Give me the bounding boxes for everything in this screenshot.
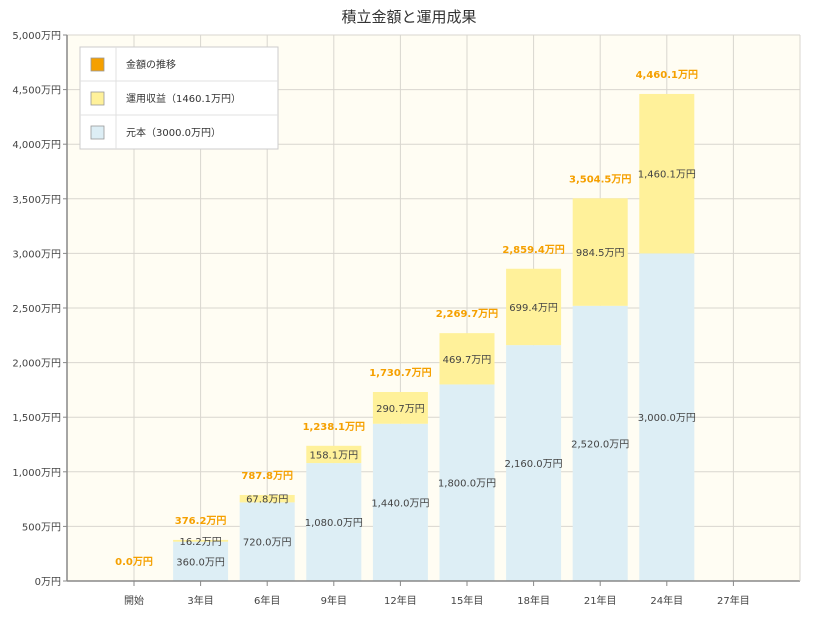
principal-value-label: 2,520.0万円 bbox=[571, 439, 629, 450]
principal-value-label: 720.0万円 bbox=[243, 538, 292, 549]
profit-value-label: 158.1万円 bbox=[309, 450, 358, 461]
y-tick-label: 2,500万円 bbox=[12, 304, 61, 315]
principal-value-label: 1,800.0万円 bbox=[438, 479, 496, 490]
bar-profit bbox=[306, 445, 362, 464]
total-value-label: 1,238.1万円 bbox=[303, 421, 365, 433]
legend-box bbox=[79, 46, 279, 150]
x-tick-label: 12年目 bbox=[384, 594, 417, 607]
y-tick-label: 3,500万円 bbox=[12, 195, 61, 206]
total-value-label: 0.0万円 bbox=[115, 556, 153, 568]
x-tick-label: 9年目 bbox=[321, 594, 347, 607]
axes: 0万円 500万円 1,000万円 1,500万円 2,000万円 2,500万円 3,00… bbox=[12, 31, 801, 607]
legend-item-total-swatch bbox=[90, 57, 105, 72]
total-value-label: 3,504.5万円 bbox=[569, 173, 631, 185]
bar-profit bbox=[439, 333, 495, 385]
profit-value-label: 984.5万円 bbox=[576, 248, 625, 259]
profit-value-label: 16.2万円 bbox=[179, 537, 221, 548]
bar-principal bbox=[239, 502, 295, 581]
x-tick-label: 18年目 bbox=[517, 594, 550, 607]
bar-profit bbox=[372, 392, 428, 424]
bar-principal bbox=[173, 541, 229, 581]
data-labels: 360.0万円 16.2万円 720.0万円 67.8万円 1,080.0万円 158.1… bbox=[115, 69, 698, 568]
x-tick-label: 24年目 bbox=[650, 594, 683, 607]
x-tick-label: 27年目 bbox=[717, 594, 750, 607]
principal-value-label: 3,000.0万円 bbox=[638, 413, 696, 424]
x-tick-label: 開始 bbox=[124, 594, 144, 607]
x-tick-label: 6年目 bbox=[254, 594, 280, 607]
y-tick-label: 4,000万円 bbox=[12, 140, 61, 151]
bar-principal bbox=[639, 253, 695, 581]
total-value-label: 787.8万円 bbox=[241, 470, 293, 482]
y-tick-label: 0万円 bbox=[35, 577, 61, 588]
y-tick-label: 500万円 bbox=[22, 522, 61, 533]
bar-principal bbox=[439, 384, 495, 581]
y-tick-label: 1,500万円 bbox=[12, 413, 61, 424]
bar-profit bbox=[239, 494, 295, 503]
principal-value-label: 2,160.0万円 bbox=[505, 459, 563, 470]
total-value-label: 1,730.7万円 bbox=[369, 367, 431, 379]
total-value-label: 2,269.7万円 bbox=[436, 308, 498, 320]
total-value-label: 2,859.4万円 bbox=[502, 244, 564, 256]
bar-profit bbox=[506, 268, 562, 346]
y-tick-label: 5,000万円 bbox=[12, 31, 61, 42]
principal-value-label: 1,440.0万円 bbox=[371, 498, 429, 509]
total-value-label: 4,460.1万円 bbox=[636, 69, 698, 81]
profit-value-label: 469.7万円 bbox=[443, 355, 492, 366]
bar-principal bbox=[506, 345, 562, 581]
bar-principal bbox=[306, 463, 362, 581]
bar-profit bbox=[572, 198, 628, 306]
profit-value-label: 67.8万円 bbox=[246, 495, 288, 506]
bar-principal bbox=[372, 423, 428, 581]
legend-item-total-label: 金額の推移 bbox=[126, 58, 176, 71]
y-tick-label: 1,000万円 bbox=[12, 468, 61, 479]
x-tick-label: 3年目 bbox=[187, 594, 213, 607]
y-tick-label: 4,500万円 bbox=[12, 86, 61, 97]
legend-item-profit-label: 運用収益（1460.1万円） bbox=[126, 92, 241, 105]
profit-value-label: 1,460.1万円 bbox=[638, 170, 696, 181]
x-tick-label: 15年目 bbox=[451, 594, 484, 607]
profit-value-label: 290.7万円 bbox=[376, 404, 425, 415]
legend-item-principal-label: 元本（3000.0万円） bbox=[126, 126, 221, 139]
x-tick-label: 21年目 bbox=[584, 594, 617, 607]
principal-value-label: 1,080.0万円 bbox=[305, 518, 363, 529]
y-tick-label: 2,000万円 bbox=[12, 359, 61, 370]
chart-title: 積立金額と運用成果 bbox=[341, 8, 476, 26]
total-value-label: 376.2万円 bbox=[175, 515, 227, 527]
bar-profit bbox=[639, 93, 695, 254]
profit-value-label: 699.4万円 bbox=[509, 303, 558, 314]
principal-value-label: 360.0万円 bbox=[176, 557, 225, 568]
legend-item-profit-swatch bbox=[90, 91, 105, 106]
bars bbox=[173, 93, 695, 581]
legend-item-principal-swatch bbox=[90, 125, 105, 140]
y-tick-label: 3,000万円 bbox=[12, 249, 61, 260]
bar-profit bbox=[173, 539, 229, 542]
bar-principal bbox=[572, 305, 628, 581]
